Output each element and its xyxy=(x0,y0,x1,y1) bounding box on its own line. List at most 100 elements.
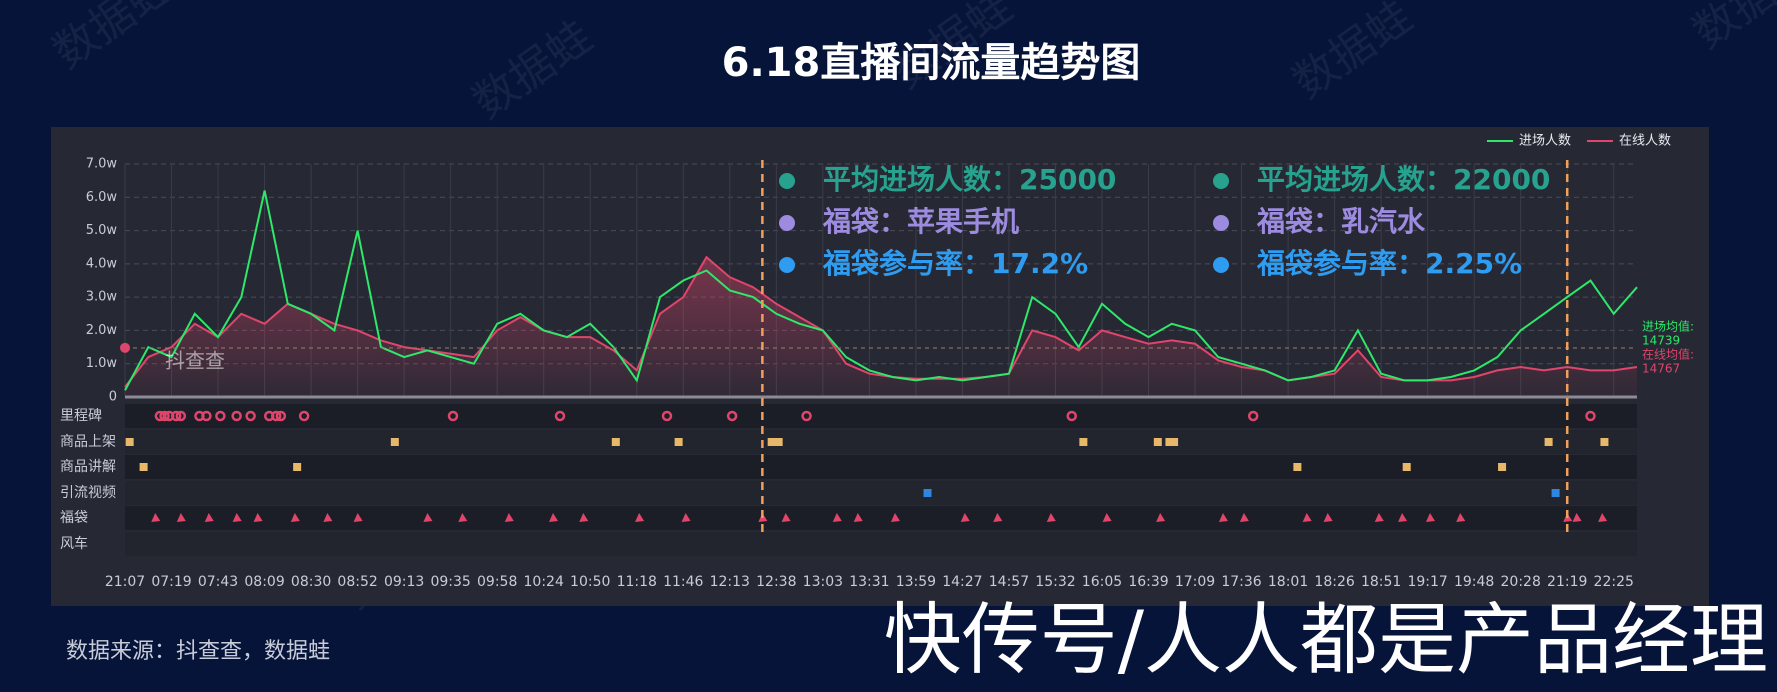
event-marker xyxy=(767,438,776,446)
annotation-dot xyxy=(1213,215,1229,231)
y-tick-label: 5.0w xyxy=(86,223,118,238)
x-tick-label: 13:59 xyxy=(896,574,936,590)
event-row xyxy=(125,455,1637,479)
y-tick-label: 2.0w xyxy=(86,323,118,338)
event-marker xyxy=(1598,513,1608,522)
event-marker xyxy=(201,410,212,422)
x-tick-label: 12:13 xyxy=(710,574,750,590)
event-marker xyxy=(176,513,186,522)
event-marker xyxy=(253,513,263,522)
annotation-dot xyxy=(1213,173,1229,189)
start-dot xyxy=(120,342,130,353)
x-tick-label: 17:36 xyxy=(1221,574,1261,590)
event-marker xyxy=(960,513,970,522)
x-tick-label: 21:19 xyxy=(1547,574,1587,590)
x-tick-label: 07:19 xyxy=(151,574,191,590)
x-tick-label: 08:30 xyxy=(291,574,331,590)
annotation-dot xyxy=(1213,257,1229,273)
event-marker xyxy=(890,513,900,522)
x-tick-label: 18:01 xyxy=(1268,574,1308,590)
annotation: 福袋参与率：2.25% xyxy=(1256,247,1522,280)
event-marker xyxy=(611,438,620,446)
event-marker xyxy=(1551,489,1560,497)
event-marker xyxy=(353,513,363,522)
legend-label: 进场人数 xyxy=(1519,134,1571,149)
event-marker xyxy=(504,513,514,522)
event-marker xyxy=(1170,438,1179,446)
event-marker xyxy=(1544,438,1553,446)
event-marker xyxy=(1398,513,1408,522)
x-tick-label: 16:39 xyxy=(1128,574,1168,590)
source-note: 数据来源：抖查查，数据蛙 xyxy=(66,639,330,664)
event-marker xyxy=(154,410,166,422)
event-marker xyxy=(159,410,170,422)
event-marker xyxy=(579,513,589,522)
average-label: 在线均值: xyxy=(1642,347,1694,362)
event-marker xyxy=(1218,513,1228,522)
event-marker xyxy=(781,513,791,522)
event-marker xyxy=(275,410,287,422)
event-marker xyxy=(270,410,282,422)
event-marker xyxy=(1302,513,1312,522)
event-marker xyxy=(125,438,134,446)
event-marker xyxy=(151,513,161,522)
x-tick-label: 09:35 xyxy=(430,574,470,590)
x-tick-label: 19:48 xyxy=(1454,574,1494,590)
event-marker xyxy=(1600,438,1609,446)
average-value: 14739 xyxy=(1642,334,1680,348)
event-marker xyxy=(298,410,310,422)
annotation-dot xyxy=(779,257,795,273)
x-tick-label: 08:52 xyxy=(337,574,377,590)
y-tick-label: 0 xyxy=(109,390,117,405)
event-marker xyxy=(1456,513,1466,522)
event-marker xyxy=(1572,513,1582,522)
event-marker xyxy=(1323,513,1333,522)
event-marker xyxy=(1156,513,1166,522)
event-marker xyxy=(1066,410,1077,422)
event-marker xyxy=(635,513,645,522)
event-marker xyxy=(661,410,673,422)
y-tick-label: 7.0w xyxy=(86,157,118,172)
x-tick-label: 19:17 xyxy=(1407,574,1447,590)
event-marker xyxy=(293,463,302,471)
x-tick-label: 13:03 xyxy=(803,574,843,590)
x-tick-label: 13:31 xyxy=(849,574,889,590)
event-marker xyxy=(458,513,468,522)
x-tick-label: 12:38 xyxy=(756,574,796,590)
event-marker xyxy=(1247,410,1259,422)
event-row-label: 里程碑 xyxy=(60,408,102,424)
event-row xyxy=(125,506,1637,530)
x-tick-label: 09:13 xyxy=(384,574,424,590)
event-marker xyxy=(1153,438,1162,446)
event-marker xyxy=(774,438,783,446)
event-marker xyxy=(674,438,683,446)
event-marker xyxy=(993,513,1003,522)
x-tick-label: 17:09 xyxy=(1175,574,1215,590)
event-marker xyxy=(549,513,559,522)
event-marker xyxy=(1046,513,1056,522)
annotation: 平均进场人数：22000 xyxy=(1257,163,1550,196)
series-line xyxy=(124,190,1638,391)
event-marker xyxy=(801,410,812,422)
event-row xyxy=(125,532,1637,556)
average-label: 进场均值: xyxy=(1642,319,1694,334)
average-value: 14767 xyxy=(1642,362,1680,376)
annotation: 福袋：乳汽水 xyxy=(1256,205,1426,238)
y-tick-label: 3.0w xyxy=(86,290,118,305)
x-tick-label: 10:50 xyxy=(570,574,610,590)
x-tick-label: 18:51 xyxy=(1361,574,1401,590)
event-marker xyxy=(726,410,738,422)
x-tick-label: 11:18 xyxy=(617,574,657,590)
event-row xyxy=(125,430,1637,454)
chart-title: 6.18直播间流量趋势图 xyxy=(722,40,1141,86)
event-marker xyxy=(681,513,691,522)
event-marker xyxy=(1374,513,1384,522)
event-marker xyxy=(1498,463,1507,471)
event-marker xyxy=(139,463,148,471)
event-row-label: 福袋 xyxy=(60,510,88,526)
event-marker xyxy=(554,410,566,422)
event-row xyxy=(125,481,1637,505)
event-marker xyxy=(390,438,399,446)
event-row xyxy=(125,404,1637,428)
